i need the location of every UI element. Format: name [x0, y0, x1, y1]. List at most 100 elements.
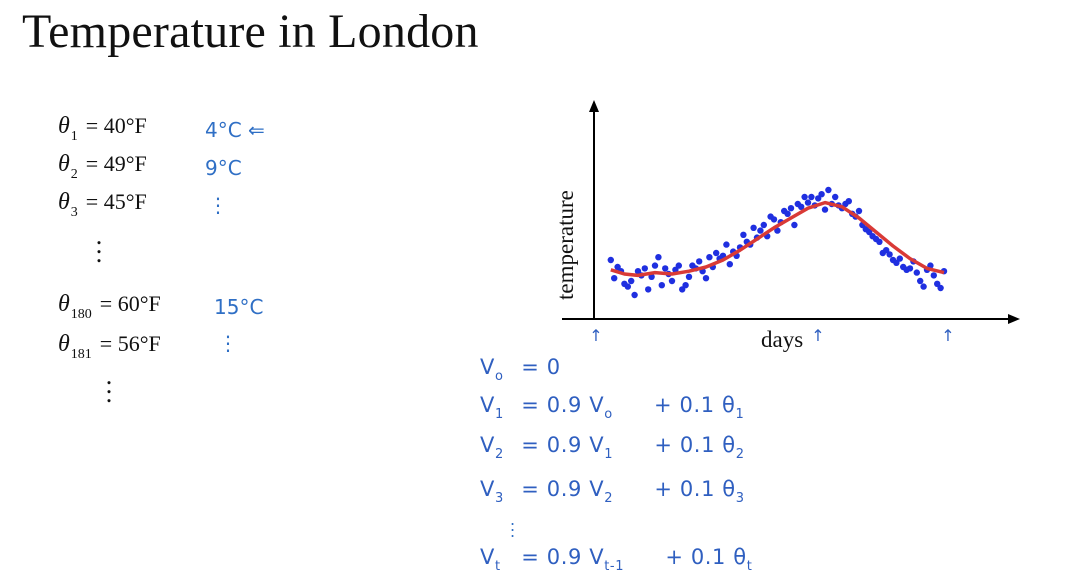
- data-point: [682, 282, 689, 289]
- handwritten-note: ⋮: [208, 193, 228, 217]
- note-term: + 0.1 θ: [654, 433, 736, 457]
- note-expression: = 0.9 V: [521, 393, 605, 417]
- equation-row: θ 180 = 60°F: [58, 291, 169, 322]
- data-point: [641, 265, 648, 272]
- x-axis-arrowhead: [1008, 314, 1020, 324]
- temperature-chart: ↑ ↑ ↑: [556, 100, 1026, 360]
- equation-value: = 49°F: [85, 151, 147, 176]
- data-point: [808, 193, 815, 201]
- note-expression: = 0.9 V: [521, 477, 605, 501]
- y-axis-label: temperature: [553, 190, 578, 300]
- data-point: [876, 238, 883, 245]
- data-point: [787, 205, 795, 212]
- smoothed-series-line: [610, 200, 945, 278]
- data-point: [920, 283, 927, 290]
- day-marker-arrow: ↑: [589, 326, 602, 345]
- theta-subscript: 3: [70, 205, 78, 220]
- vertical-ellipsis: ...: [105, 361, 113, 408]
- equation-row: θ 3 = 45°F: [58, 189, 155, 220]
- data-point: [886, 251, 893, 258]
- handwritten-note: 4°C ⇐: [205, 118, 265, 142]
- data-point: [917, 277, 924, 285]
- theta-subscript: 1: [70, 129, 78, 144]
- data-point: [798, 203, 805, 210]
- data-point: [668, 277, 676, 285]
- data-point: [723, 241, 730, 248]
- data-point: [740, 231, 747, 238]
- data-point: [906, 265, 914, 272]
- handwritten-ellipsis: ...: [510, 510, 516, 541]
- theta-symbol: θ: [58, 331, 70, 357]
- equation-value: = 56°F: [99, 331, 161, 356]
- data-point: [930, 272, 937, 279]
- note-term: + 0.1 θ: [654, 393, 736, 417]
- data-point: [770, 216, 778, 223]
- data-point: [645, 286, 652, 293]
- note-line: V3 = 0.9 V2 + 0.1 θ3: [480, 477, 745, 506]
- note-expression: = 0.9 V: [521, 433, 605, 457]
- data-point: [655, 254, 662, 261]
- data-point: [937, 284, 944, 292]
- note-line: Vo = 0: [480, 355, 561, 384]
- data-point: [825, 186, 832, 194]
- vertical-ellipsis: ...: [95, 221, 103, 268]
- theta-subscript: 180: [70, 307, 92, 322]
- data-point: [607, 256, 614, 264]
- handwritten-note: 9°C: [205, 156, 242, 180]
- equation-value: = 60°F: [99, 291, 161, 316]
- data-point: [628, 277, 635, 285]
- note-term: + 0.1 θ: [665, 545, 747, 569]
- note-variable: V1: [480, 393, 504, 422]
- note-line: V1 = 0.9 Vo + 0.1 θ1: [480, 393, 745, 422]
- data-point: [624, 283, 631, 290]
- data-point: [760, 221, 767, 229]
- note-variable: V3: [480, 477, 504, 506]
- equation-row: θ 181 = 56°F: [58, 331, 169, 362]
- axes: [562, 100, 1020, 324]
- theta-subscript: 2: [70, 167, 78, 182]
- data-point: [726, 261, 733, 268]
- data-point: [611, 275, 618, 282]
- theta-subscript: 181: [70, 347, 92, 362]
- data-points: [607, 186, 948, 299]
- note-line: Vt = 0.9 Vt-1 + 0.1 θt: [480, 545, 753, 574]
- data-point: [855, 207, 863, 215]
- slide-title: Temperature in London: [22, 5, 479, 58]
- equation-row: θ 1 = 40°F: [58, 113, 155, 144]
- handwritten-note: ⋮: [218, 331, 238, 355]
- note-variable: Vt: [480, 545, 501, 574]
- day-marker-arrow: ↑: [941, 326, 954, 345]
- smoothed-line: [610, 200, 945, 278]
- data-point: [658, 282, 665, 289]
- data-point: [845, 198, 852, 205]
- handwritten-notes: Vo = 0 V1 = 0.9 Vo + 0.1 θ1 V2 = 0.9 V1 …: [480, 355, 840, 585]
- y-axis-arrowhead: [589, 100, 599, 112]
- data-point: [631, 291, 638, 299]
- equation-row: θ 2 = 49°F: [58, 151, 155, 182]
- data-point: [706, 254, 713, 261]
- data-point: [821, 206, 829, 213]
- theta-symbol: θ: [58, 113, 70, 139]
- note-term: + 0.1 θ: [654, 477, 736, 501]
- data-point: [662, 265, 669, 272]
- data-point: [832, 193, 839, 201]
- data-point: [648, 273, 655, 280]
- data-point: [685, 273, 693, 280]
- data-point: [913, 269, 920, 276]
- handwritten-note: 15°C: [214, 295, 264, 319]
- data-point: [757, 227, 764, 234]
- theta-symbol: θ: [58, 151, 70, 177]
- data-point: [750, 224, 757, 231]
- day-arrows: ↑ ↑ ↑: [589, 326, 954, 345]
- data-point: [784, 210, 791, 217]
- theta-symbol: θ: [58, 189, 70, 215]
- data-point: [774, 227, 781, 234]
- theta-symbol: θ: [58, 291, 70, 317]
- data-point: [651, 262, 659, 269]
- data-point: [801, 193, 808, 201]
- note-variable: V2: [480, 433, 504, 462]
- note-expression: = 0.9 V: [521, 545, 605, 569]
- data-point: [713, 249, 720, 257]
- note-expression: = 0: [521, 355, 561, 379]
- equation-value: = 45°F: [85, 189, 147, 214]
